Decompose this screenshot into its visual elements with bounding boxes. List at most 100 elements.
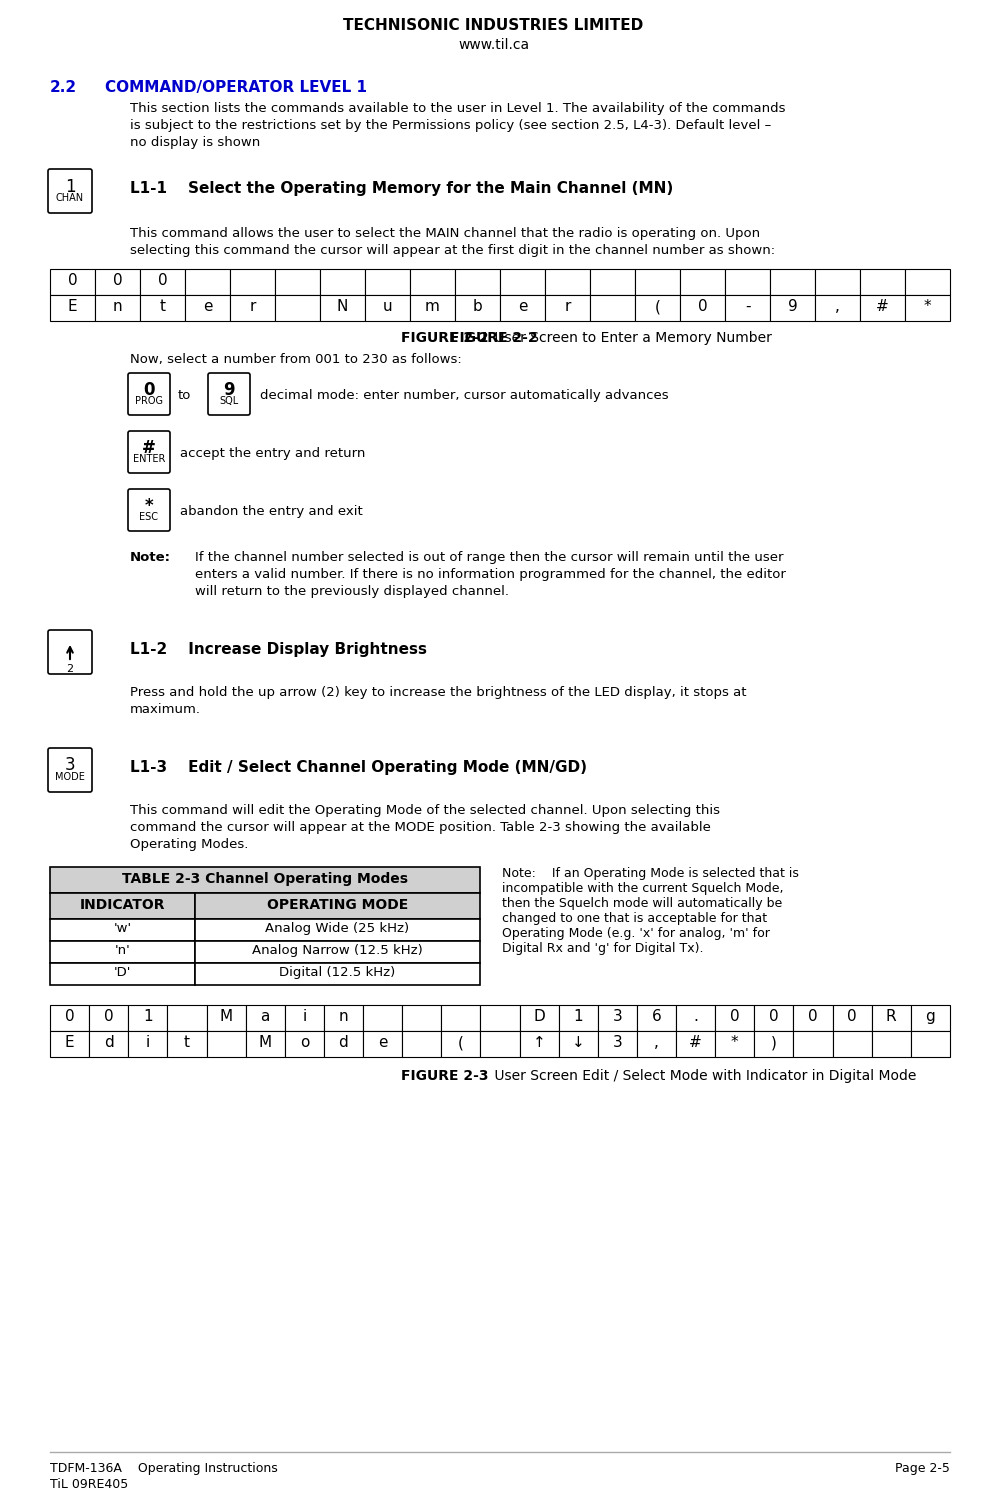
Text: FIGURE 2-2: FIGURE 2-2 [450, 331, 536, 344]
Bar [715, 1005, 753, 1030]
Text: E: E [68, 300, 77, 315]
Text: command the cursor will appear at the MODE position. Table 2-3 showing the avail: command the cursor will appear at the MO… [130, 822, 710, 833]
Text: TECHNISONIC INDUSTRIES LIMITED: TECHNISONIC INDUSTRIES LIMITED [343, 18, 643, 33]
Text: decimal mode: enter number, cursor automatically advances: decimal mode: enter number, cursor autom… [259, 389, 668, 403]
Bar [480, 1005, 519, 1030]
Bar [140, 268, 184, 295]
Bar [598, 1005, 636, 1030]
Bar [323, 1005, 363, 1030]
FancyBboxPatch shape [48, 168, 92, 213]
Bar [184, 268, 230, 295]
Text: M: M [258, 1035, 271, 1050]
Text: PROG: PROG [135, 397, 163, 406]
Text: then the Squelch mode will automatically be: then the Squelch mode will automatically… [502, 898, 782, 910]
Text: ESC: ESC [139, 511, 159, 522]
Bar [50, 1005, 89, 1030]
Text: TDFM-136A    Operating Instructions: TDFM-136A Operating Instructions [50, 1463, 277, 1475]
Bar [904, 295, 950, 321]
Text: 'w': 'w' [113, 921, 131, 935]
Text: g: g [925, 1009, 935, 1024]
Text: *: * [923, 300, 931, 315]
Text: FIGURE 2-2: FIGURE 2-2 [400, 331, 488, 344]
Bar [285, 1005, 323, 1030]
Bar [441, 1030, 480, 1057]
Bar [195, 918, 479, 941]
Text: e: e [378, 1035, 387, 1050]
Bar [814, 268, 859, 295]
Text: 0: 0 [112, 273, 122, 288]
Bar [634, 295, 679, 321]
Bar [500, 295, 544, 321]
Bar [871, 1005, 910, 1030]
Text: R: R [885, 1009, 895, 1024]
Bar [675, 1030, 715, 1057]
Text: t: t [160, 300, 166, 315]
Text: User Screen to Enter a Memory Number: User Screen to Enter a Memory Number [489, 331, 771, 344]
Text: accept the entry and return: accept the entry and return [179, 447, 365, 461]
Bar [275, 268, 319, 295]
Bar [636, 1005, 675, 1030]
Text: FIGURE 2-3: FIGURE 2-3 [400, 1069, 488, 1082]
Text: ↓: ↓ [571, 1035, 584, 1050]
Bar [195, 941, 479, 963]
Text: 2.2: 2.2 [50, 81, 77, 95]
Text: changed to one that is acceptable for that: changed to one that is acceptable for th… [502, 912, 766, 924]
Bar [168, 1030, 206, 1057]
Bar [679, 295, 725, 321]
Text: d: d [338, 1035, 348, 1050]
Bar [50, 941, 195, 963]
Text: e: e [518, 300, 527, 315]
Text: M: M [219, 1009, 233, 1024]
Text: ↑: ↑ [532, 1035, 545, 1050]
Text: Note:    If an Operating Mode is selected that is: Note: If an Operating Mode is selected t… [502, 866, 798, 880]
Bar [206, 1030, 246, 1057]
Bar [95, 295, 140, 321]
Text: r: r [249, 300, 255, 315]
Text: OPERATING MODE: OPERATING MODE [266, 898, 408, 912]
Bar [634, 268, 679, 295]
Bar [365, 268, 409, 295]
Bar [184, 295, 230, 321]
Text: CHAN: CHAN [56, 192, 84, 203]
Text: no display is shown: no display is shown [130, 136, 260, 149]
Text: 0: 0 [158, 273, 168, 288]
Bar [128, 1030, 168, 1057]
Bar [401, 1030, 441, 1057]
Bar [246, 1030, 285, 1057]
FancyBboxPatch shape [48, 748, 92, 792]
Text: n: n [338, 1009, 348, 1024]
Bar [753, 1030, 793, 1057]
Bar [50, 866, 479, 893]
Text: Note:: Note: [130, 552, 171, 564]
FancyBboxPatch shape [208, 373, 249, 414]
Text: 1: 1 [65, 177, 75, 195]
Text: -: - [744, 300, 749, 315]
Text: i: i [146, 1035, 150, 1050]
Text: Digital (12.5 kHz): Digital (12.5 kHz) [279, 966, 395, 980]
Bar [128, 1005, 168, 1030]
Bar [590, 268, 634, 295]
Text: E: E [65, 1035, 74, 1050]
Text: www.til.ca: www.til.ca [458, 37, 528, 52]
Text: o: o [300, 1035, 309, 1050]
Text: incompatible with the current Squelch Mode,: incompatible with the current Squelch Mo… [502, 883, 783, 895]
Bar [455, 268, 500, 295]
Bar [679, 268, 725, 295]
Bar [319, 295, 365, 321]
Text: 0: 0 [768, 1009, 778, 1024]
Bar [195, 963, 479, 986]
Text: 0: 0 [143, 382, 155, 400]
Bar [50, 295, 95, 321]
Text: L1-1    Select the Operating Memory for the Main Channel (MN): L1-1 Select the Operating Memory for the… [130, 180, 672, 195]
Text: 0: 0 [808, 1009, 817, 1024]
Bar [725, 268, 769, 295]
Text: u: u [383, 300, 391, 315]
Bar [480, 1030, 519, 1057]
Text: 6: 6 [651, 1009, 661, 1024]
Text: Analog Narrow (12.5 kHz): Analog Narrow (12.5 kHz) [251, 944, 422, 957]
Bar [753, 1005, 793, 1030]
Text: 9: 9 [787, 300, 797, 315]
Text: ,: , [834, 300, 839, 315]
Text: N: N [336, 300, 348, 315]
Bar [558, 1005, 598, 1030]
